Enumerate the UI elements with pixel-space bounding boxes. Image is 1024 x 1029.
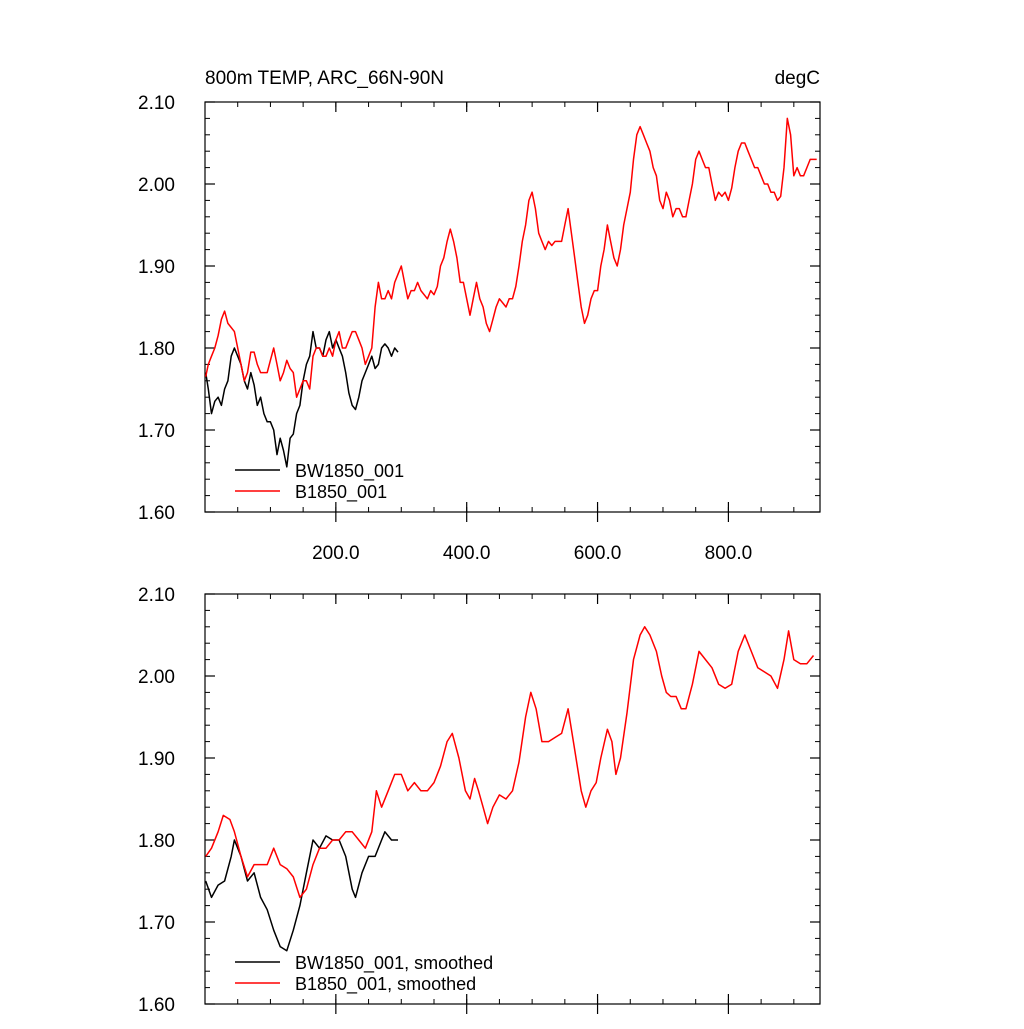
panel-1-x-tick-label: 200.0 <box>312 543 360 564</box>
panel-1-legend-label-1: BW1850_001 <box>295 461 404 482</box>
panel-2-y-tick-label: 2.00 <box>138 667 175 688</box>
panel-1-y-tick-label: 1.70 <box>138 421 175 442</box>
panel-2-legend-label-1: BW1850_001, smoothed <box>295 953 493 974</box>
panel-2-legend-label-2: B1850_001, smoothed <box>295 974 476 995</box>
panel-2-plot-frame <box>204 593 821 1005</box>
panel-1-x-tick-label: 600.0 <box>574 543 622 564</box>
panel-2-y-tick-label: 1.70 <box>138 913 175 934</box>
panel-1-x-tick-label: 400.0 <box>443 543 491 564</box>
panel-1-y-tick-label: 2.10 <box>138 93 175 114</box>
panel-1-series-line-1 <box>204 330 399 468</box>
panel-1-y-tick-label: 1.60 <box>138 503 175 524</box>
panel-1-y-tick-label: 1.80 <box>138 339 175 360</box>
chart-units: degC <box>775 68 820 89</box>
panel-1-y-tick-label: 2.00 <box>138 175 175 196</box>
panel-2-y-tick-label: 1.60 <box>138 995 175 1016</box>
panel-1-y-tick-label: 1.90 <box>138 257 175 278</box>
panel-1-x-tick-label: 800.0 <box>705 543 753 564</box>
panel-1-series-line-2 <box>204 117 817 398</box>
panel-2-y-tick-label: 2.10 <box>138 585 175 606</box>
panel-2-series-line-1 <box>204 831 398 952</box>
panel-1-legend-label-2: B1850_001 <box>295 482 387 503</box>
panel-2-y-tick-label: 1.90 <box>138 749 175 770</box>
chart-title: 800m TEMP, ARC_66N-90N <box>205 68 444 89</box>
panel-2-series-line-2 <box>205 626 815 899</box>
panel-1-plot-frame <box>204 101 821 513</box>
panel-2-y-tick-label: 1.80 <box>138 831 175 852</box>
